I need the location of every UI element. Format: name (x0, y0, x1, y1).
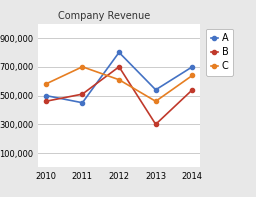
B (191, 89, 194, 91)
C (154, 100, 157, 102)
B (118, 66, 121, 68)
B (44, 100, 47, 102)
Line: A: A (44, 50, 195, 105)
B (81, 93, 84, 95)
C (191, 74, 194, 77)
A (44, 94, 47, 97)
C (81, 66, 84, 68)
A (118, 51, 121, 54)
Legend: A, B, C: A, B, C (206, 29, 233, 76)
Text: Company Revenue: Company Revenue (58, 11, 150, 21)
Line: C: C (44, 65, 195, 103)
B (154, 123, 157, 125)
A (154, 89, 157, 91)
A (81, 102, 84, 104)
A (191, 66, 194, 68)
Line: B: B (44, 65, 195, 126)
C (118, 79, 121, 81)
C (44, 83, 47, 85)
